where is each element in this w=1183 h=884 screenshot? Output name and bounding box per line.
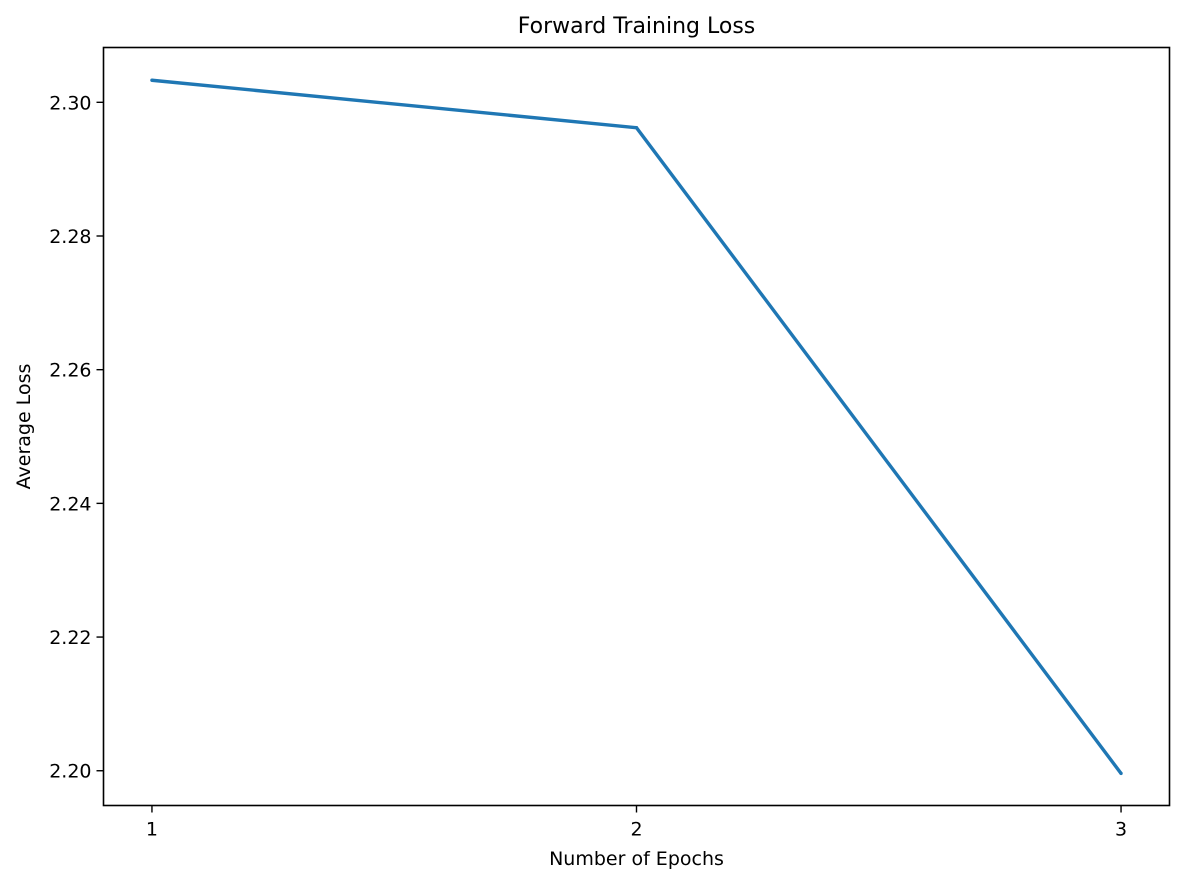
x-tick-label: 3	[1115, 819, 1127, 841]
series-group	[150, 78, 1123, 776]
y-tick-label: 2.24	[49, 493, 91, 515]
chart-title: Forward Training Loss	[518, 14, 756, 39]
data-point	[1119, 771, 1123, 776]
x-tick-label: 2	[630, 819, 642, 841]
y-tick-label: 2.22	[49, 627, 91, 649]
y-tick-label: 2.26	[49, 360, 91, 382]
series-line-loss	[151, 78, 1123, 775]
x-axis: 1 2 3	[146, 805, 1127, 841]
plot-frame	[102, 46, 1171, 807]
y-tick-label: 2.30	[49, 92, 91, 114]
y-tick-label: 2.20	[49, 761, 91, 783]
y-tick-label: 2.28	[49, 226, 91, 248]
data-point	[150, 78, 154, 82]
y-axis-label: Average Loss	[13, 364, 35, 490]
data-point	[634, 126, 639, 130]
y-axis: 2.20 2.22 2.24 2.26 2.28 2.30	[49, 92, 104, 783]
x-tick-label: 1	[146, 819, 158, 841]
x-axis-label: Number of Epochs	[549, 848, 724, 870]
